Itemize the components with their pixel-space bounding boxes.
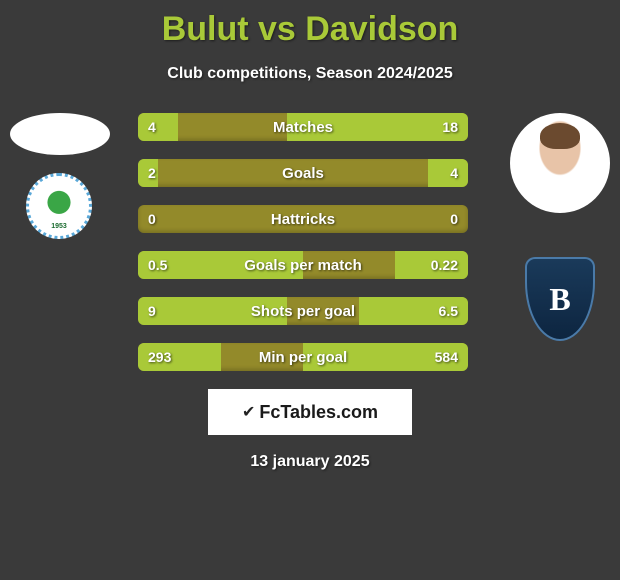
- bar-label: Min per goal: [138, 343, 468, 371]
- club-right-shield: B: [525, 257, 595, 341]
- bar-label: Matches: [138, 113, 468, 141]
- club-right-badge: B: [520, 253, 600, 345]
- page-subtitle: Club competitions, Season 2024/2025: [0, 65, 620, 83]
- club-left-year: 1953: [51, 223, 67, 230]
- footer-date: 13 january 2025: [0, 453, 620, 471]
- club-left-badge-inner: [41, 188, 77, 224]
- bar-label: Shots per goal: [138, 297, 468, 325]
- bar-row: 0.50.22Goals per match: [138, 251, 468, 279]
- bar-row: 00Hattricks: [138, 205, 468, 233]
- bar-label: Hattricks: [138, 205, 468, 233]
- bar-row: 24Goals: [138, 159, 468, 187]
- branding-box: ✔ FcTables.com: [208, 389, 412, 435]
- branding-icon: ✔: [242, 402, 255, 422]
- player-right-avatar: [510, 113, 610, 213]
- branding-text: FcTables.com: [259, 402, 378, 423]
- page-title: Bulut vs Davidson: [0, 0, 620, 49]
- player-left-avatar: [10, 113, 110, 155]
- club-right-letter: B: [549, 281, 570, 318]
- bar-row: 96.5Shots per goal: [138, 297, 468, 325]
- bar-row: 293584Min per goal: [138, 343, 468, 371]
- comparison-area: 1953 B 418Matches 24Goals 00Hattricks 0.50.…: [0, 103, 620, 383]
- bar-label: Goals: [138, 159, 468, 187]
- club-left-badge: 1953: [26, 173, 92, 239]
- bar-row: 418Matches: [138, 113, 468, 141]
- bar-label: Goals per match: [138, 251, 468, 279]
- comparison-bars: 418Matches 24Goals 00Hattricks 0.50.22Goals…: [138, 113, 468, 389]
